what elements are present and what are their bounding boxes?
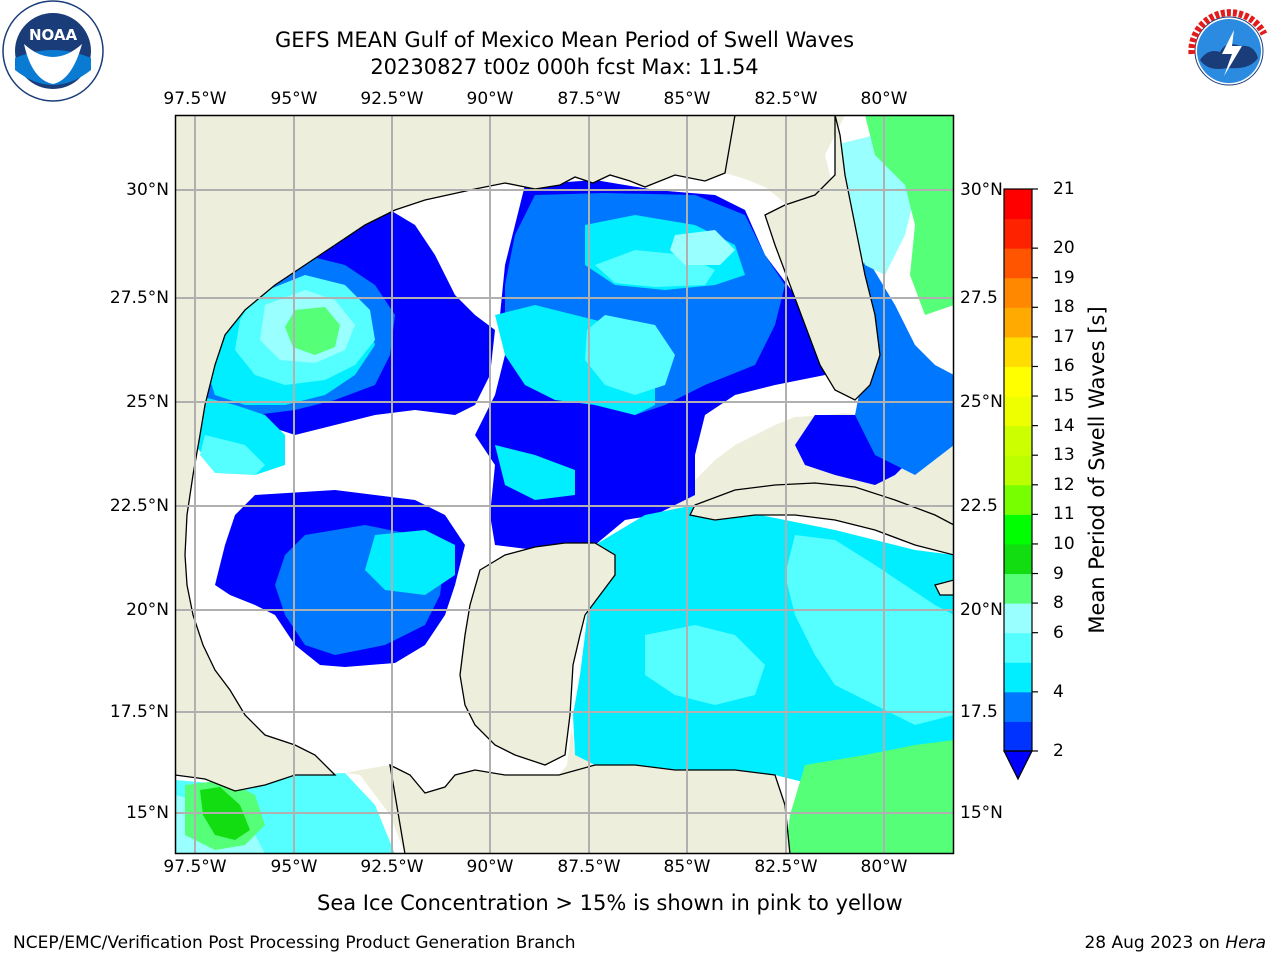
florida-peninsula bbox=[735, 115, 881, 401]
lat-tick-left: 15°N bbox=[126, 803, 169, 823]
lat-tick-right: 30°N bbox=[960, 180, 1003, 200]
colorbar-tick-label: 6 bbox=[1053, 622, 1064, 643]
colorbar-segment bbox=[1004, 218, 1032, 249]
lat-tick-right: 25°N bbox=[960, 392, 1003, 412]
map-title: GEFS MEAN Gulf of Mexico Mean Period of … bbox=[274, 28, 855, 52]
colorbar-segment bbox=[1004, 366, 1032, 397]
lon-tick-bottom: 85°W bbox=[663, 857, 711, 877]
footer-credit: NCEP/EMC/Verification Post Processing Pr… bbox=[13, 933, 576, 953]
yucatan-peninsula bbox=[459, 542, 616, 766]
lon-tick-bottom: 82.5°W bbox=[754, 857, 818, 877]
lon-tick-bottom: 80°W bbox=[860, 857, 908, 877]
lat-tick-left: 20°N bbox=[126, 600, 169, 620]
colorbar-segment bbox=[1004, 307, 1032, 338]
colorbar-segment bbox=[1004, 189, 1032, 220]
lat-tick-right: 15°N bbox=[960, 803, 1003, 823]
lon-tick-top: 87.5°W bbox=[557, 89, 621, 109]
lat-tick-left: 30°N bbox=[126, 180, 169, 200]
graticule bbox=[175, 115, 954, 854]
footer-host: Hera bbox=[1225, 933, 1266, 953]
colorbar-segment bbox=[1004, 396, 1032, 427]
lon-tick-top: 85°W bbox=[663, 89, 711, 109]
map-subtitle: 20230827 t00z 000h fcst Max: 11.54 bbox=[370, 55, 759, 79]
lon-tick-bottom: 92.5°W bbox=[360, 857, 424, 877]
cuba-island bbox=[689, 482, 954, 556]
colorbar-tick-label: 13 bbox=[1053, 445, 1075, 466]
lat-tick-right: 20°N bbox=[960, 600, 1003, 620]
colorbar-tick-label: 2 bbox=[1053, 741, 1064, 761]
colorbar-tick-label: 10 bbox=[1053, 533, 1075, 554]
colorbar-segment bbox=[1004, 248, 1032, 279]
colorbar-segment bbox=[1004, 632, 1032, 663]
colorbar-tick-label: 8 bbox=[1053, 593, 1064, 614]
colorbar-segment bbox=[1004, 721, 1032, 752]
colorbar-segment bbox=[1004, 514, 1032, 545]
land-masses bbox=[175, 115, 954, 854]
colorbar-segment bbox=[1004, 336, 1032, 367]
map-panel bbox=[174, 114, 955, 855]
colorbar-tick-label: 9 bbox=[1053, 563, 1064, 584]
colorbar-tick-label: 16 bbox=[1053, 356, 1075, 377]
colorbar-tick-label: 19 bbox=[1053, 267, 1075, 288]
hispaniola-strip bbox=[934, 579, 954, 596]
colorbar-label: Mean Period of Swell Waves [s] bbox=[1085, 306, 1109, 634]
lat-tick-right: 22.5 bbox=[960, 496, 998, 516]
colorbar-tick-label: 4 bbox=[1053, 681, 1064, 702]
lon-tick-top: 95°W bbox=[270, 89, 318, 109]
lon-tick-top: 97.5°W bbox=[163, 89, 227, 109]
colorbar-tick-label: 14 bbox=[1053, 415, 1075, 436]
colorbar-tick-label: 11 bbox=[1053, 504, 1075, 525]
colorbar-segment bbox=[1004, 425, 1032, 456]
lat-tick-left: 27.5°N bbox=[109, 288, 169, 308]
colorbar-tick-label: 21 bbox=[1053, 179, 1075, 199]
map-frame bbox=[174, 114, 955, 855]
sea-ice-note: Sea Ice Concentration > 15% is shown in … bbox=[317, 891, 903, 915]
lat-tick-left: 25°N bbox=[126, 392, 169, 412]
lat-tick-left: 22.5°N bbox=[109, 496, 169, 516]
colorbar-tick-label: 18 bbox=[1053, 297, 1075, 318]
lat-tick-left: 17.5°N bbox=[109, 702, 169, 722]
colorbar-frame bbox=[1003, 188, 1033, 752]
noaa-logo-text: NOAA bbox=[29, 26, 78, 44]
lon-tick-top: 82.5°W bbox=[754, 89, 818, 109]
lon-tick-bottom: 95°W bbox=[270, 857, 318, 877]
footer-date-text: 28 Aug 2023 on bbox=[1084, 933, 1226, 953]
texas-mexico-coast bbox=[175, 115, 736, 792]
colorbar-segment bbox=[1004, 603, 1032, 634]
colorbar-tick-label: 15 bbox=[1053, 386, 1075, 407]
colorbar-under-arrow bbox=[1003, 750, 1033, 781]
colorbar-segment bbox=[1004, 573, 1032, 604]
lon-tick-top: 80°W bbox=[860, 89, 908, 109]
lat-tick-right: 27.5 bbox=[960, 288, 998, 308]
colorbar-segment bbox=[1004, 277, 1032, 308]
lon-tick-bottom: 87.5°W bbox=[557, 857, 621, 877]
nws-logo bbox=[1180, 2, 1278, 100]
colorbar-segment bbox=[1004, 543, 1032, 575]
footer-date: 28 Aug 2023 on Hera bbox=[1084, 933, 1266, 953]
lon-tick-bottom: 90°W bbox=[466, 857, 514, 877]
lon-tick-top: 92.5°W bbox=[360, 89, 424, 109]
lon-tick-bottom: 97.5°W bbox=[163, 857, 227, 877]
colorbar-tick-label: 17 bbox=[1053, 326, 1075, 347]
colorbar-segment bbox=[1004, 455, 1032, 486]
colorbar-segment bbox=[1004, 691, 1032, 722]
colorbar bbox=[1003, 188, 1038, 781]
colorbar-tick-label: 20 bbox=[1053, 238, 1075, 259]
lon-tick-top: 90°W bbox=[466, 89, 514, 109]
lat-tick-right: 17.5 bbox=[960, 702, 998, 722]
noaa-logo: NOAA bbox=[2, 0, 104, 102]
colorbar-tick-label: 12 bbox=[1053, 474, 1075, 495]
colorbar-segment bbox=[1004, 484, 1032, 515]
colorbar-segment bbox=[1004, 662, 1032, 693]
